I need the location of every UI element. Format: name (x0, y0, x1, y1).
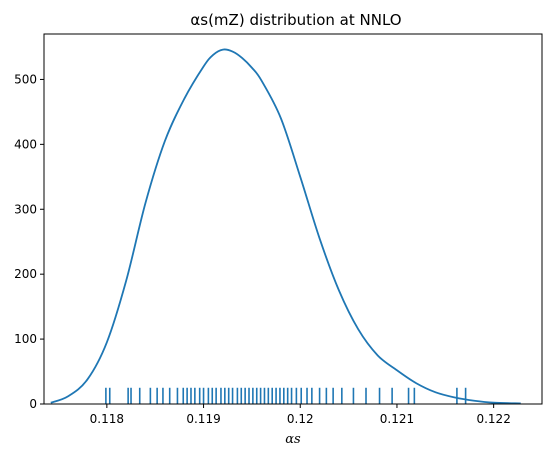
y-tick-label: 200 (14, 267, 37, 281)
kde-curve (50, 48, 521, 405)
plot-area (50, 48, 521, 405)
plot-frame (43, 33, 543, 405)
y-tick-label: 300 (14, 202, 37, 216)
y-tick-label: 0 (29, 397, 37, 411)
y-tick-label: 400 (14, 137, 37, 151)
x-tick-label: 0.122 (476, 412, 510, 426)
y-tick-label: 500 (14, 72, 37, 86)
y-axis: 0 100 200 300 400 500 (14, 72, 44, 411)
x-tick-label: 0.12 (287, 412, 314, 426)
x-axis: 0.118 0.119 0.12 0.121 0.122 (90, 404, 511, 426)
x-tick-label: 0.119 (186, 412, 220, 426)
x-tick-label: 0.121 (380, 412, 414, 426)
x-axis-label: αs (285, 432, 301, 447)
y-tick-label: 100 (14, 332, 37, 346)
chart-title: αs(mZ) distribution at NNLO (190, 11, 401, 29)
x-tick-label: 0.118 (90, 412, 124, 426)
